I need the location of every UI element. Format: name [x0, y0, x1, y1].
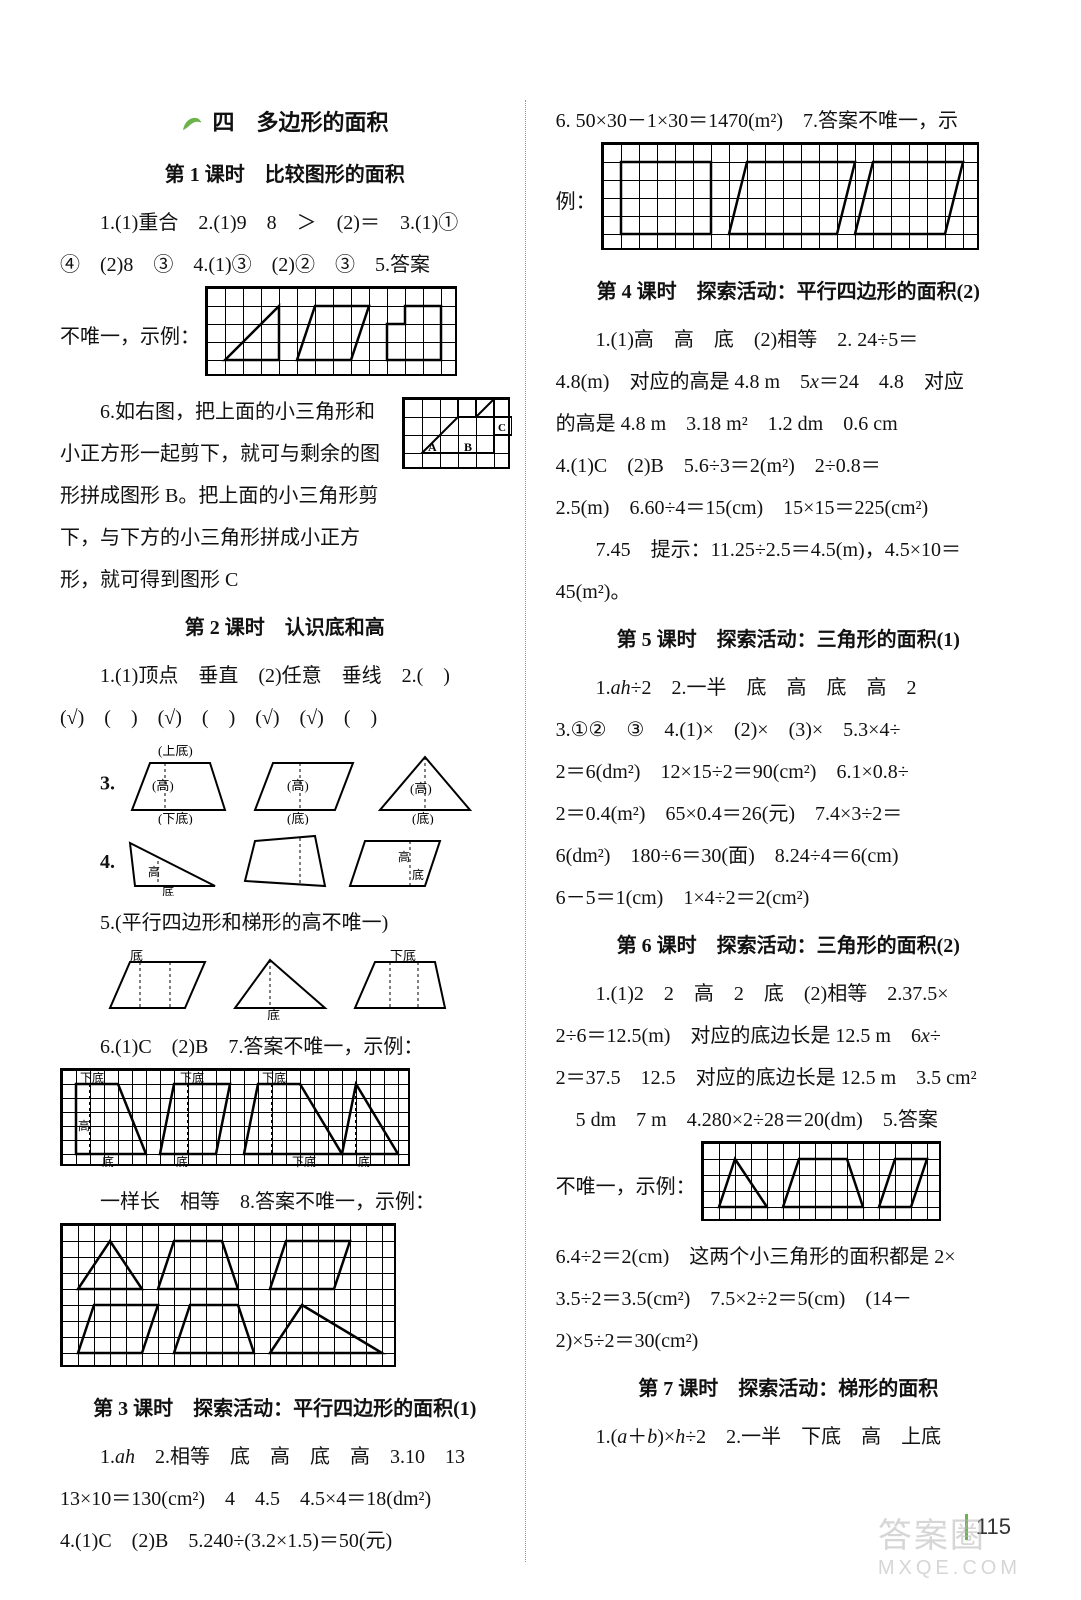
right-column: 6. 50×30－1×30＝1470(m²) 7.答案不唯一，示 例： 第 4 …: [556, 100, 1021, 1562]
q3-parallelogram: (高) (底): [245, 745, 365, 825]
lesson1-title: 第 1 课时 比较图形的面积: [60, 154, 510, 196]
lesson2-line2: (√) ( ) (√) ( ) (√) (√) ( ): [60, 697, 510, 739]
l4-7: 45(m²)。: [556, 571, 1021, 613]
svg-text:底: 底: [162, 884, 174, 896]
lesson2-q5-figs: 底 底 下底: [100, 950, 510, 1020]
l4-3: 的高是 4.8 m 3.18 m² 1.2 dm 0.6 cm: [556, 403, 1021, 445]
right-top-line2: 例：: [556, 142, 1021, 265]
lesson2-grid8: [60, 1223, 510, 1382]
lesson1-line2: ④ (2)8 ③ 4.(1)③ (2)② ③ 5.答案: [60, 244, 510, 286]
lesson2-grid7: 下底 下底 下底 高 底 底 下底 底: [60, 1068, 510, 1181]
watermark-sub: MXQE.COM: [878, 1557, 1021, 1580]
q4-para: 高 底: [340, 831, 450, 896]
svg-text:(底): (底): [412, 811, 434, 825]
svg-text:高: 高: [78, 1118, 90, 1133]
lesson2-q3: 3. (上底) (高) (下底) (高) (底) (高) (底): [100, 745, 510, 825]
svg-text:底: 底: [130, 950, 143, 963]
q3-triangle: (高) (底): [370, 745, 480, 825]
l7-1: 1.(a＋b)×h÷2 2.一半 下底 高 上底: [556, 1416, 1021, 1458]
l6-4: 5 dm 7 m 4.280×2÷28＝20(dm) 5.答案: [556, 1099, 1021, 1141]
svg-text:高: 高: [148, 864, 160, 879]
right-top-grid: [601, 142, 979, 265]
l5-5: 6(dm²) 180÷6＝30(面) 8.24÷4＝6(cm): [556, 835, 1021, 877]
q4-quad: [235, 831, 335, 896]
lesson2-after7: 一样长 相等 8.答案不唯一，示例：: [60, 1181, 510, 1223]
svg-text:(高): (高): [152, 778, 174, 793]
svg-text:高: 高: [398, 849, 410, 864]
q3-trapezoid: (上底) (高) (下底): [120, 745, 240, 825]
lesson3-line3: 4.(1)C (2)B 5.240÷(3.2×1.5)＝50(元): [60, 1520, 510, 1562]
lesson4-title: 第 4 课时 探索活动：平行四边形的面积(2): [556, 271, 1021, 313]
watermark-main: 答案圈: [878, 1517, 986, 1555]
lesson2-line1: 1.(1)顶点 垂直 (2)任意 垂线 2.( ): [60, 655, 510, 697]
lesson5-title: 第 5 课时 探索活动：三角形的面积(1): [556, 619, 1021, 661]
q5-trap: 下底: [340, 950, 460, 1020]
lesson1-line3: 不唯一，示例：: [60, 286, 510, 391]
l4-6: 7.45 提示：11.25÷2.5＝4.5(m)，4.5×10＝: [556, 529, 1021, 571]
lesson3-line1: 1.ah 2.相等 底 高 底 高 3.10 13: [60, 1436, 510, 1478]
l6-grid: [701, 1141, 941, 1236]
right-top-line: 6. 50×30－1×30＝1470(m²) 7.答案不唯一，示: [556, 100, 1021, 142]
svg-text:下底: 下底: [180, 1070, 204, 1085]
lesson3-line2: 13×10＝130(cm²) 4 4.5 4.5×4＝18(dm²): [60, 1478, 510, 1520]
svg-text:(高): (高): [287, 778, 309, 793]
lesson1-line3-prefix: 不唯一，示例：: [60, 326, 200, 348]
svg-text:底: 底: [102, 1154, 114, 1168]
svg-text:底: 底: [267, 1008, 280, 1020]
left-column: 四 多边形的面积 第 1 课时 比较图形的面积 1.(1)重合 2.(1)9 8…: [60, 100, 526, 1562]
svg-text:底: 底: [412, 867, 424, 882]
lesson1-q6: 6.如右图，把上面的小三角形和小正方形一起剪下，就可与剩余的图形拼成图形 B。把…: [60, 391, 390, 601]
l6-7: 3.5÷2＝3.5(cm²) 7.5×2÷2＝5(cm) (14－: [556, 1278, 1021, 1320]
lesson2-q6-7: 6.(1)C (2)B 7.答案不唯一，示例：: [60, 1026, 510, 1068]
l6-6: 6.4÷2＝2(cm) 这两个小三角形的面积都是 2×: [556, 1236, 1021, 1278]
l5-6: 6－5＝1(cm) 1×4÷2＝2(cm²): [556, 877, 1021, 919]
l4-2: 4.8(m) 对应的高是 4.8 m 5x＝24 4.8 对应: [556, 361, 1021, 403]
svg-text:底: 底: [358, 1154, 370, 1168]
svg-text:(上底): (上底): [158, 745, 193, 758]
lesson2-title: 第 2 课时 认识底和高: [60, 607, 510, 649]
l5-3: 2＝6(dm²) 12×15÷2＝90(cm²) 6.1×0.8÷: [556, 751, 1021, 793]
q4-tri1: 高 底: [120, 831, 230, 896]
lesson1-q6-wrap: 6.如右图，把上面的小三角形和小正方形一起剪下，就可与剩余的图形拼成图形 B。把…: [60, 391, 510, 601]
svg-text:(下底): (下底): [158, 811, 193, 825]
lesson7-title: 第 7 课时 探索活动：梯形的面积: [556, 1368, 1021, 1410]
leaf-icon: [181, 102, 203, 120]
svg-text:下底: 下底: [262, 1070, 286, 1085]
l6-2: 2÷6＝12.5(m) 对应的底边长是 12.5 m 6x÷: [556, 1015, 1021, 1057]
q3-label: 3.: [100, 773, 115, 795]
l4-5: 2.5(m) 6.60÷4＝15(cm) 15×15＝225(cm²): [556, 487, 1021, 529]
svg-text:下底: 下底: [80, 1070, 104, 1085]
svg-text:C: C: [498, 422, 506, 434]
watermark: 答案圈 MXQE.COM: [878, 1508, 1021, 1580]
l5-4: 2＝0.4(m²) 65×0.4＝26(元) 7.4×3÷2＝: [556, 793, 1021, 835]
l6-8: 2)×5÷2＝30(cm²): [556, 1320, 1021, 1362]
svg-text:A: A: [428, 440, 437, 454]
lesson1-grid5: [205, 286, 457, 391]
svg-text:B: B: [464, 440, 472, 454]
q5-tri: 底: [225, 950, 335, 1020]
l6-1: 1.(1)2 2 高 2 底 (2)相等 2.37.5×: [556, 973, 1021, 1015]
q5-para: 底: [100, 950, 220, 1020]
svg-text:下底: 下底: [390, 950, 416, 963]
lesson6-title: 第 6 课时 探索活动：三角形的面积(2): [556, 925, 1021, 967]
svg-text:下底: 下底: [292, 1154, 316, 1168]
l5-1: 1.ah÷2 2.一半 底 高 底 高 2: [556, 667, 1021, 709]
l6-5: 不唯一，示例：: [556, 1141, 1021, 1236]
lesson3-title: 第 3 课时 探索活动：平行四边形的面积(1): [60, 1388, 510, 1430]
lesson2-q4: 4. 高 底 高 底: [100, 831, 510, 896]
l4-4: 4.(1)C (2)B 5.6÷3＝2(m²) 2÷0.8＝: [556, 445, 1021, 487]
lesson1-line1: 1.(1)重合 2.(1)9 8 ＞ (2)＝ 3.(1)①: [60, 202, 510, 244]
l4-1: 1.(1)高 高 底 (2)相等 2. 24÷5＝: [556, 319, 1021, 361]
lesson1-grid5-shapes: [207, 288, 459, 378]
l6-3: 2＝37.5 12.5 对应的底边长是 12.5 m 3.5 cm²: [556, 1057, 1021, 1099]
q4-label: 4.: [100, 851, 115, 873]
l5-2: 3.①② ③ 4.(1)× (2)× (3)× 5.3×4÷: [556, 709, 1021, 751]
lesson2-q5: 5.(平行四边形和梯形的高不唯一): [60, 902, 510, 944]
chapter-title-text: 四 多边形的面积: [213, 110, 389, 135]
svg-text:(底): (底): [287, 811, 309, 825]
chapter-heading: 四 多边形的面积: [60, 100, 510, 146]
svg-text:底: 底: [176, 1154, 188, 1168]
lesson1-q6-grid: A B C: [402, 397, 510, 469]
svg-text:(高): (高): [410, 781, 432, 796]
